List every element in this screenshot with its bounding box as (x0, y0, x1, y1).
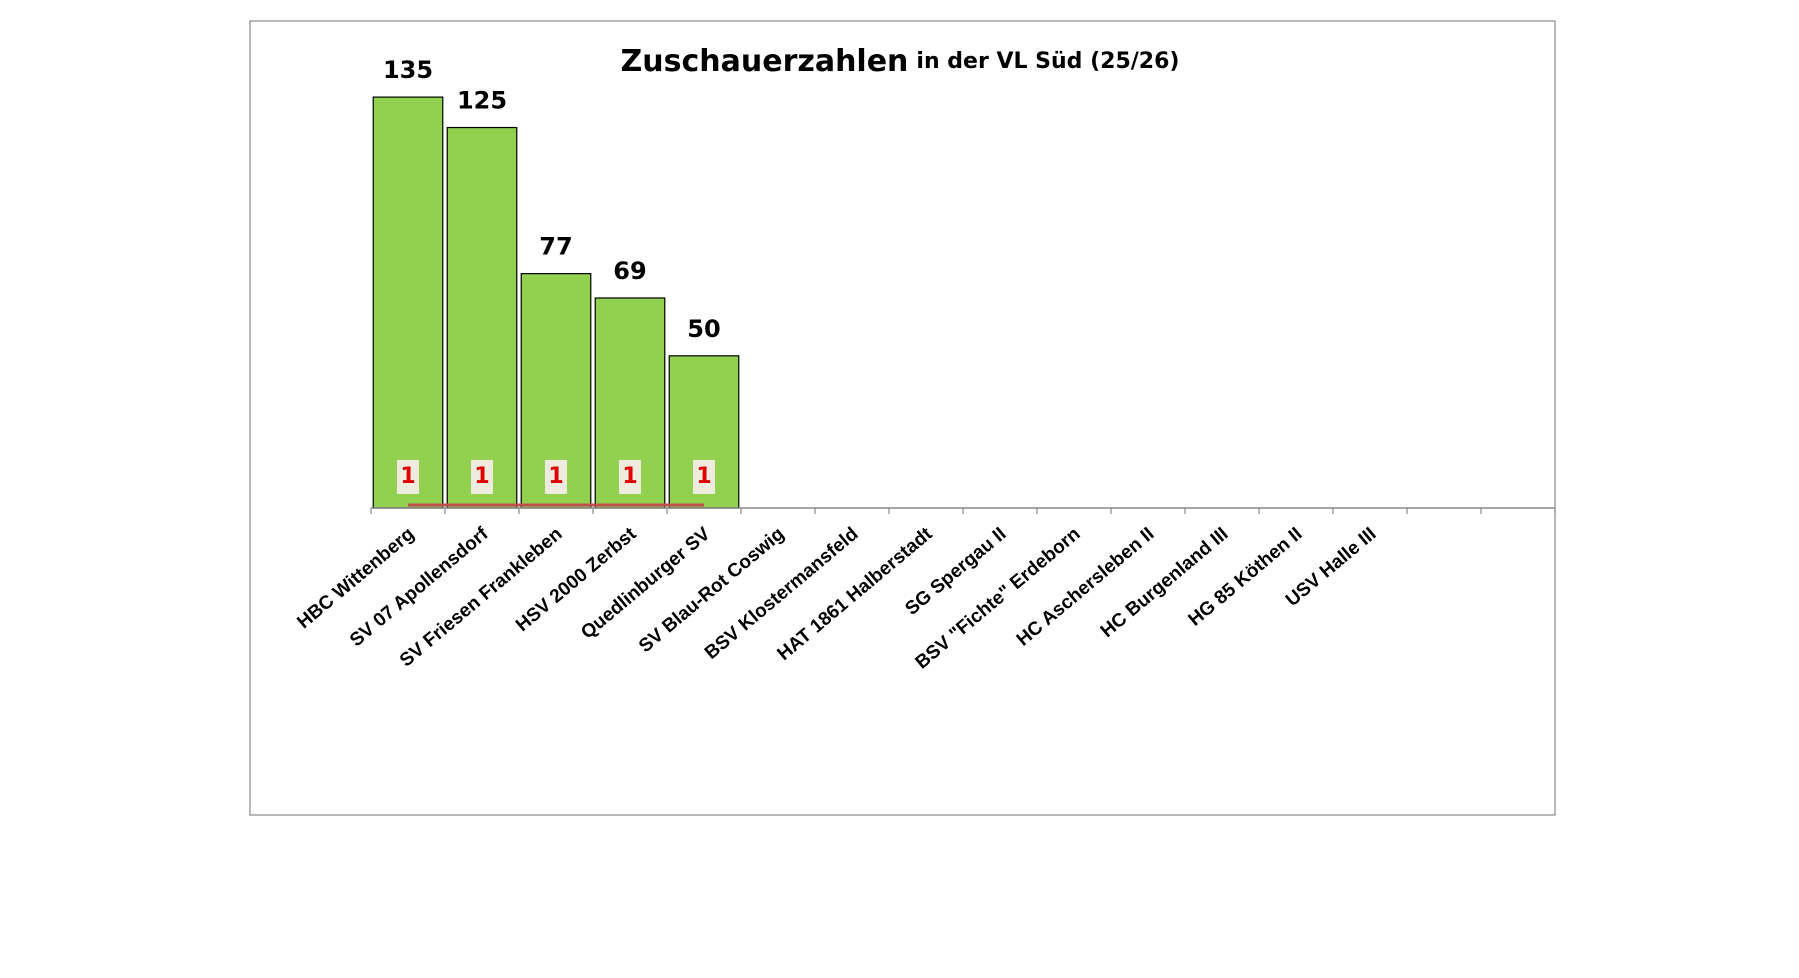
data-label: 1 (548, 464, 563, 489)
data-label: 77 (539, 233, 572, 261)
chart-frame (249, 20, 1556, 816)
bar (372, 96, 444, 509)
chart-title: Zuschauerzahlen in der VL Süd (25/26) (621, 44, 1180, 79)
data-label: 125 (457, 87, 507, 115)
title: Zuschauerzahlen (621, 44, 909, 79)
bar (446, 126, 518, 509)
data-label: 69 (613, 257, 646, 285)
data-label-box (471, 459, 493, 494)
data-label: 1 (622, 464, 637, 489)
data-label: 1 (696, 464, 711, 489)
data-label-box (397, 459, 419, 494)
data-label-box (619, 459, 641, 494)
data-label: 1 (400, 464, 415, 489)
subtitle: in der VL Süd (25/26) (916, 49, 1179, 74)
bar (668, 355, 740, 509)
data-label: 135 (383, 56, 433, 84)
data-label: 1 (474, 464, 489, 489)
data-label-box (545, 459, 567, 494)
data-label: 50 (687, 315, 720, 343)
data-label-box (693, 459, 715, 494)
